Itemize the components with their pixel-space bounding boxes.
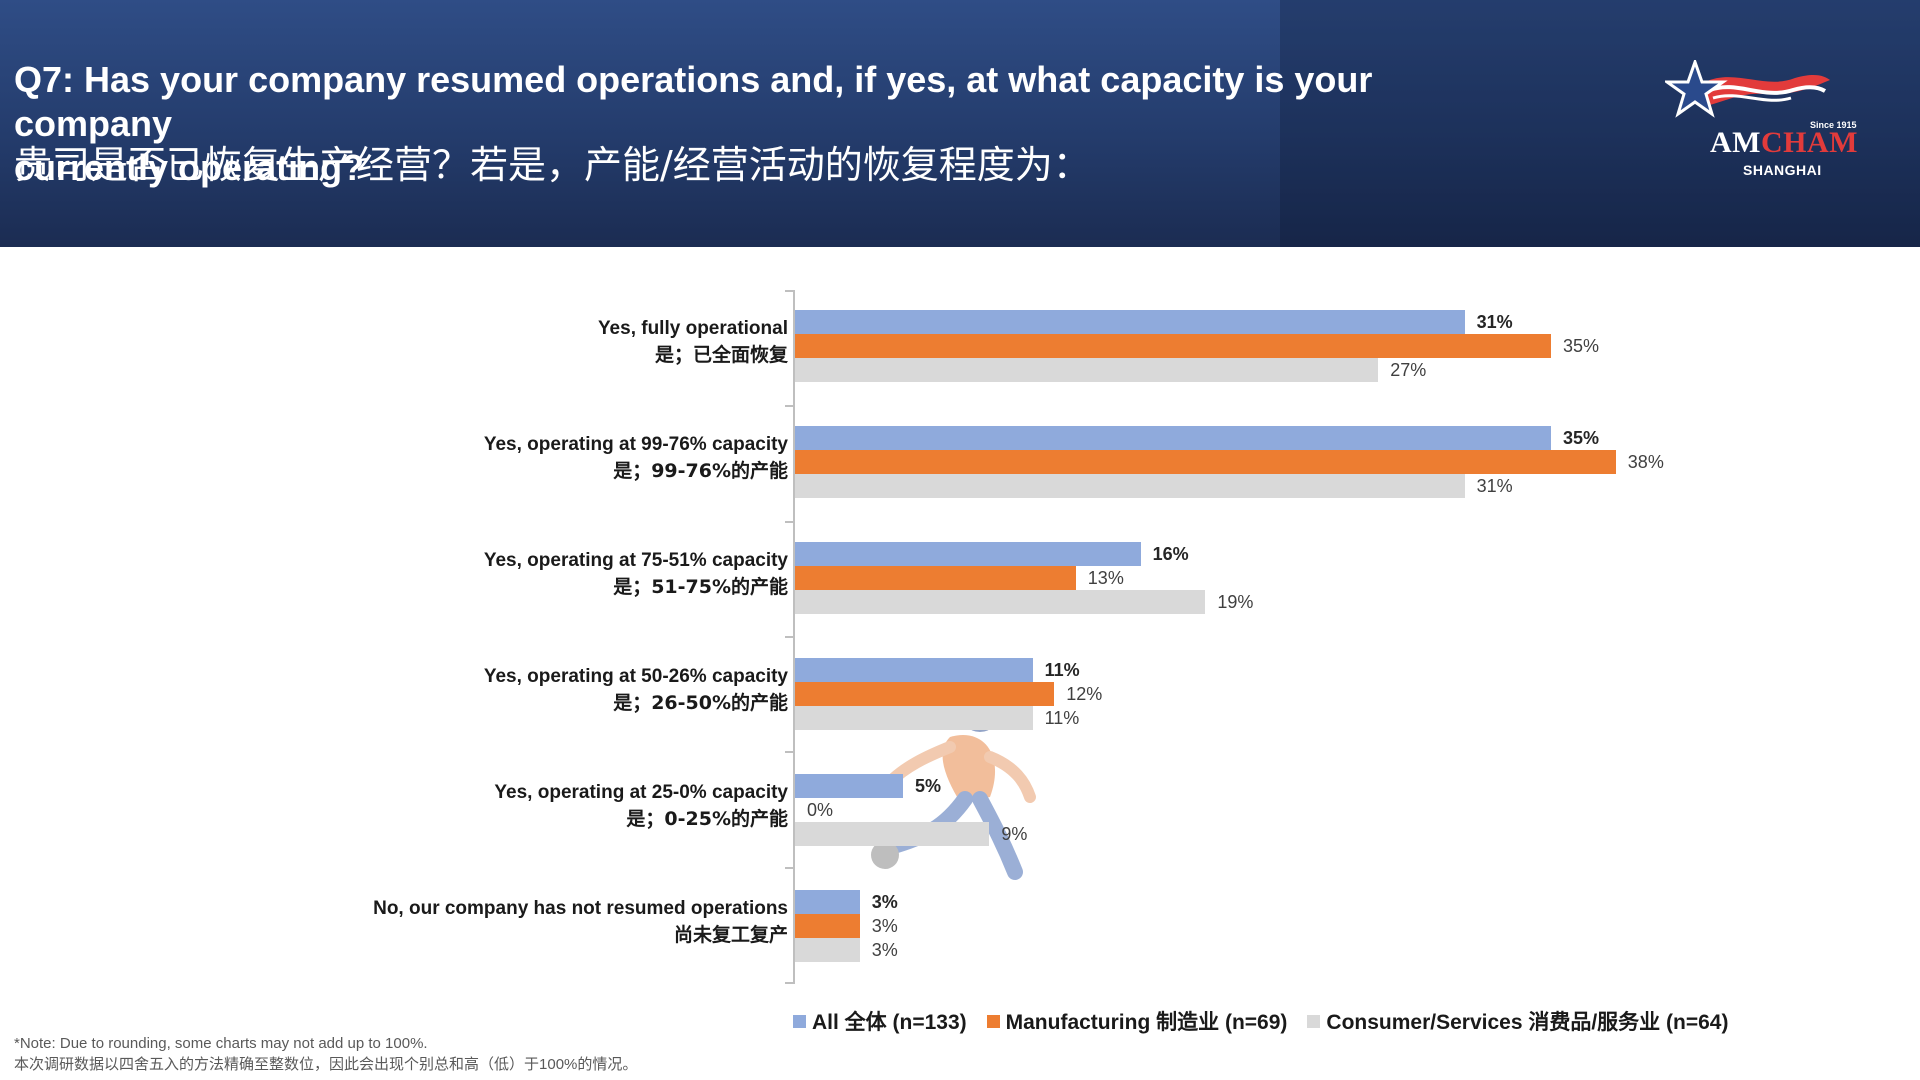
data-label: 35%	[1563, 428, 1600, 448]
logo-star-flag-icon	[1662, 57, 1830, 118]
category-label: No, our company has not resumed operatio…	[373, 895, 788, 949]
data-label: 19%	[1217, 592, 1254, 612]
data-label: 9%	[1001, 824, 1028, 844]
category-label-en: Yes, operating at 25-0% capacity	[494, 782, 788, 803]
header-shade	[1280, 0, 1920, 247]
category-label: Yes, operating at 25-0% capacity 是；0-25%的…	[494, 779, 788, 833]
legend-item-consumer-services: Consumer/Services 消费品/服务业 (n=64)	[1307, 1006, 1728, 1036]
data-label: 12%	[1066, 684, 1103, 704]
axis-tick	[785, 520, 795, 523]
chart-bar	[795, 706, 1033, 730]
chart-bar	[795, 822, 990, 846]
chart-bar	[795, 450, 1616, 474]
chart-bar	[795, 658, 1033, 682]
data-label: 13%	[1087, 568, 1124, 588]
axis-tick	[785, 636, 795, 638]
page-title-zh: 贵司是否已恢复生产经营？若是，产能/经营活动的恢复程度为：	[14, 143, 1091, 187]
chart-legend: All 全体 (n=133) Manufacturing 制造业 (n=69) …	[793, 1006, 1748, 1036]
data-label: 3%	[871, 892, 898, 912]
legend-swatch-all	[793, 1014, 806, 1028]
header-banner: Q7: Has your company resumed operations …	[0, 0, 1920, 247]
data-label: 0%	[807, 800, 834, 820]
category-label-zh: 是；0-25%的产能	[626, 808, 788, 830]
category-label-en: Yes, operating at 50-26% capacity	[483, 666, 788, 687]
data-label: 31%	[1476, 312, 1513, 332]
category-label: Yes, fully operational 是；已全面恢复	[598, 315, 788, 369]
data-label: 38%	[1627, 452, 1664, 472]
data-label: 3%	[871, 940, 898, 960]
data-label: 35%	[1563, 336, 1600, 356]
category-label-zh: 是；51-75%的产能	[613, 576, 788, 598]
logo-cham: CHAM	[1760, 126, 1858, 159]
chart-bar	[795, 938, 860, 962]
chart-bar	[795, 890, 860, 914]
logo-am: AM	[1710, 126, 1761, 159]
legend-item-all: All 全体 (n=133)	[793, 1006, 967, 1036]
axis-tick	[785, 290, 795, 292]
axis-tick	[785, 866, 795, 869]
bar-chart: Yes, fully operational 是；已全面恢复 Yes, operat…	[0, 247, 1920, 1007]
chart-bar	[795, 682, 1055, 706]
footnote-en: *Note: Due to rounding, some charts may …	[14, 1035, 428, 1052]
data-label: 31%	[1476, 476, 1513, 496]
legend-label-all: All 全体 (n=133)	[812, 1011, 967, 1034]
chart-bar	[795, 426, 1551, 450]
data-label: 16%	[1152, 544, 1189, 564]
chart-bar	[795, 566, 1076, 590]
category-label-en: No, our company has not resumed operatio…	[373, 898, 788, 919]
axis-tick	[785, 751, 795, 754]
logo-wordmark: AMCHAM	[1710, 126, 1858, 160]
data-label: 5%	[915, 776, 942, 796]
legend-swatch-consumer-services	[1307, 1014, 1321, 1028]
chart-bar	[795, 542, 1141, 566]
category-label: Yes, operating at 50-26% capacity 是；26-50…	[484, 663, 788, 717]
data-label: 11%	[1044, 660, 1080, 680]
data-label: 11%	[1044, 708, 1080, 728]
footnote: *Note: Due to rounding, some charts may …	[14, 1033, 637, 1075]
category-label-zh: 是；26-50%的产能	[613, 692, 788, 714]
category-label-en: Yes, operating at 99-76% capacity	[483, 434, 788, 455]
chart-bar	[795, 474, 1465, 498]
page-title-en: Q7: Has your company resumed operations …	[14, 58, 1514, 190]
chart-bar	[795, 914, 860, 938]
category-label-zh: 是；99-76%的产能	[613, 460, 788, 482]
legend-item-manufacturing: Manufacturing 制造业 (n=69)	[986, 1006, 1288, 1036]
axis-tick	[785, 405, 795, 408]
legend-label-manufacturing: Manufacturing 制造业 (n=69)	[1005, 1011, 1288, 1034]
footnote-zh: 本次调研数据以四舍五入的方法精确至整数位，因此会出现个别总和高（低）于100%的…	[14, 1056, 638, 1073]
category-label-en: Yes, operating at 75-51% capacity	[483, 550, 788, 571]
data-label: 3%	[871, 916, 898, 936]
amcham-logo: Since 1915 AMCHAM SHANGHAI	[1662, 57, 1865, 190]
category-label-en: Yes, fully operational	[597, 318, 788, 339]
chart-bar	[795, 310, 1465, 334]
category-label-zh: 是；已全面恢复	[654, 344, 788, 366]
data-label: 27%	[1390, 360, 1427, 380]
category-label: Yes, operating at 99-76% capacity 是；99-76…	[484, 431, 788, 485]
logo-since-text: Since 1915	[1810, 120, 1857, 130]
chart-bar	[795, 334, 1551, 358]
chart-bar	[795, 358, 1379, 382]
chart-bar	[795, 590, 1206, 614]
chart-bar	[795, 774, 903, 798]
title-en-line1: Q7: Has your company resumed operations …	[14, 59, 1373, 144]
category-label-zh: 尚未复工复产	[673, 924, 788, 946]
title-en-line2: currently operating?	[14, 147, 365, 188]
axis-tick	[785, 982, 795, 984]
category-label: Yes, operating at 75-51% capacity 是；51-75…	[484, 547, 788, 601]
logo-city: SHANGHAI	[1743, 162, 1822, 178]
legend-label-consumer-services: Consumer/Services 消费品/服务业 (n=64)	[1326, 1011, 1729, 1034]
legend-swatch-manufacturing	[986, 1014, 1000, 1028]
